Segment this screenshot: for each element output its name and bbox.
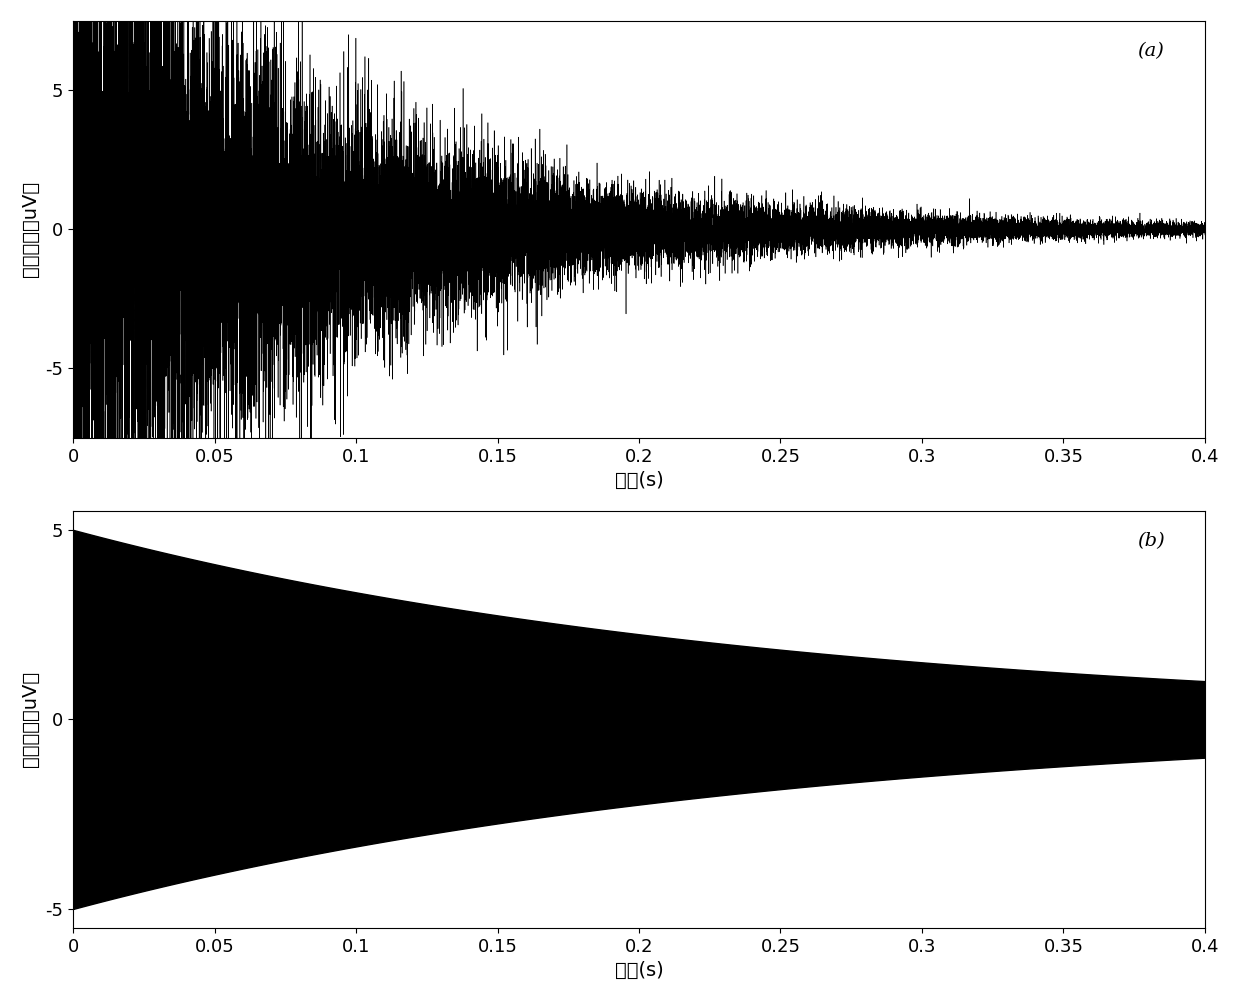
Text: (b): (b) bbox=[1137, 532, 1164, 550]
Text: (a): (a) bbox=[1137, 42, 1164, 60]
X-axis label: 时间(s): 时间(s) bbox=[615, 961, 663, 980]
Y-axis label: 信号幅度（uV）: 信号幅度（uV） bbox=[21, 181, 40, 277]
X-axis label: 时间(s): 时间(s) bbox=[615, 471, 663, 490]
Y-axis label: 信号幅度（uV）: 信号幅度（uV） bbox=[21, 672, 40, 768]
